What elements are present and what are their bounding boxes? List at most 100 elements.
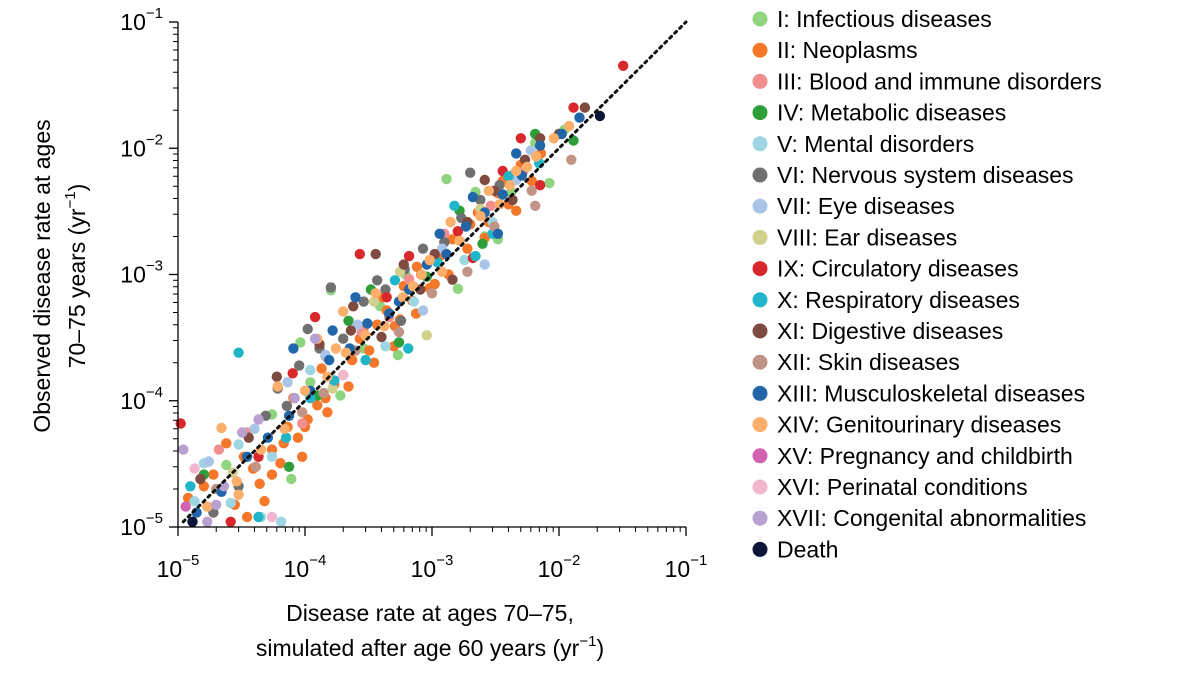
legend-item: V: Mental disorders (752, 131, 974, 157)
data-point-series-14 (338, 306, 349, 317)
data-point-series-11 (370, 248, 381, 260)
data-point-series-6 (380, 284, 391, 295)
data-point-series-2 (254, 478, 265, 489)
legend-swatch (752, 479, 768, 495)
data-point-series-9 (225, 516, 236, 527)
data-point-series-14 (521, 161, 533, 173)
data-point-series-1 (544, 177, 555, 189)
legend-label: V: Mental disorders (777, 131, 974, 157)
data-point-series-6 (372, 275, 383, 286)
data-point-series-13 (350, 292, 361, 303)
data-point-series-14 (231, 476, 242, 487)
data-point-series-14 (330, 343, 342, 354)
data-point-series-9 (568, 102, 579, 113)
legend-swatch (752, 448, 768, 464)
data-point-series-10 (360, 354, 371, 366)
data-point-series-10 (305, 392, 316, 404)
legend-label: XVI: Perinatal conditions (777, 474, 1028, 500)
legend-swatch (752, 198, 768, 214)
data-point-series-11 (271, 371, 282, 382)
axis-titles-layer: Disease rate at ages 70–75, simulated af… (29, 119, 604, 661)
data-point-series-4 (477, 238, 488, 249)
data-point-series-1 (295, 337, 306, 348)
legend-item: IX: Circulatory diseases (752, 256, 1019, 282)
data-point-series-2 (526, 175, 537, 187)
data-point-series-2 (312, 400, 323, 411)
data-point-series-2 (368, 357, 380, 368)
data-point-series-12 (530, 200, 541, 211)
data-point-series-2 (221, 438, 232, 449)
data-point-series-2 (275, 458, 286, 469)
data-point-series-2 (241, 511, 253, 523)
data-point-series-13 (534, 140, 546, 151)
data-point-series-5 (305, 364, 316, 376)
data-point-series-12 (462, 266, 473, 277)
data-point-series-14 (483, 185, 494, 196)
data-point-series-11 (534, 133, 546, 144)
data-point-series-13 (460, 221, 472, 232)
legend-label: I: Infectious diseases (777, 6, 992, 32)
data-point-series-2 (364, 345, 375, 356)
data-point-series-2 (316, 363, 327, 374)
data-point-series-17 (218, 481, 230, 492)
reference-line-layer (181, 20, 688, 524)
legend-label: XI: Digestive diseases (777, 318, 1003, 344)
x-axis-title-close: ) (596, 635, 604, 661)
data-point-series-6 (338, 333, 349, 344)
data-point-series-14 (370, 288, 381, 299)
data-point-series-11 (579, 102, 591, 113)
data-point-series-6 (294, 360, 305, 371)
data-point-series-14 (416, 269, 427, 280)
legend-label: XIII: Musculoskeletal diseases (777, 380, 1085, 406)
data-point-series-5 (380, 341, 391, 352)
data-point-series-14 (216, 422, 227, 434)
legend-swatch (752, 136, 768, 152)
data-point-series-13 (467, 191, 479, 203)
legend-item: I: Infectious diseases (752, 6, 992, 32)
y-tick-label: 10−5 (120, 510, 163, 540)
legend-swatch (752, 292, 768, 308)
data-point-series-9 (452, 226, 464, 237)
data-point-series-11 (376, 331, 387, 343)
legend-swatch (752, 323, 768, 339)
data-point-series-6 (302, 323, 313, 335)
data-point-series-3 (213, 444, 225, 455)
data-point-series-8 (368, 296, 380, 307)
axes-layer: 10−5 10−4 10−3 10−2 10−1 10−5 10−4 10−3 10−2 10−1 (120, 5, 707, 582)
data-point-series-14 (299, 385, 311, 396)
x-axis-title-line2: simulated after age 60 years (yr−1) (256, 633, 604, 661)
data-point-series-11 (479, 174, 490, 186)
data-point-series-11 (447, 274, 458, 285)
data-point-series-2 (259, 496, 270, 507)
data-point-series-16 (266, 511, 278, 523)
data-point-series-5 (459, 254, 470, 266)
data-point-series-10 (503, 171, 514, 182)
data-point-series-14 (436, 266, 448, 277)
data-point-series-1 (441, 173, 452, 185)
data-point-series-1 (221, 459, 232, 471)
data-point-series-6 (358, 296, 369, 307)
legend-label: XVII: Congenital abnormalities (777, 505, 1086, 531)
data-point-series-13 (574, 112, 585, 123)
data-point-series-5 (408, 296, 420, 307)
data-point-series-9 (309, 311, 321, 323)
legend-item: VI: Nervous system diseases (752, 162, 1074, 188)
y-tick-label: 10−3 (120, 258, 163, 288)
data-point-series-9 (381, 292, 392, 303)
data-point-series-1 (392, 349, 404, 361)
legend-swatch (752, 42, 768, 58)
data-point-series-1 (452, 283, 464, 294)
data-point-series-14 (445, 216, 456, 228)
x-axis-unit-exponent: −1 (579, 633, 596, 650)
data-point-series-13 (434, 228, 445, 239)
data-point-series-9 (515, 133, 526, 144)
legend-item: II: Neoplasms (752, 37, 918, 63)
data-point-series-5 (233, 439, 244, 450)
data-point-series-11 (507, 194, 518, 206)
x-axis-title-main: simulated after age 60 years (yr (256, 635, 580, 661)
data-point-series-2 (411, 261, 423, 272)
legend-swatch (752, 229, 768, 245)
legend-label: IX: Circulatory diseases (777, 256, 1019, 282)
x-tick-label: 10−2 (538, 552, 581, 582)
data-point-series-7 (479, 259, 490, 270)
